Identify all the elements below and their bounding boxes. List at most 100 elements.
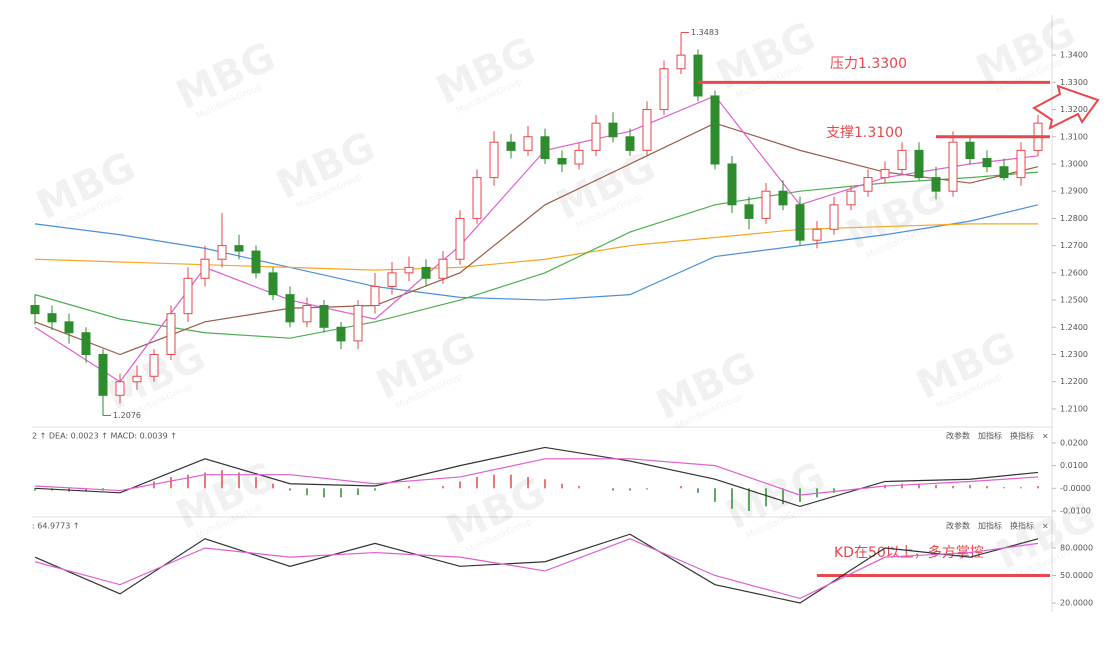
k-line — [34, 533, 1039, 604]
candle-body — [353, 305, 363, 342]
candle-body — [880, 168, 890, 179]
candle-body — [98, 354, 108, 396]
candle-body — [574, 149, 584, 165]
candle-body — [438, 258, 448, 279]
candle-body — [812, 228, 822, 241]
candle-body — [829, 204, 839, 230]
candle-body — [744, 204, 754, 219]
candle-body — [166, 313, 176, 356]
header-button: 换指标 — [1010, 521, 1034, 531]
candle-body — [999, 166, 1009, 179]
candle-body — [64, 321, 74, 334]
candle-body — [642, 109, 652, 151]
level-label: 压力1.3300 — [830, 56, 907, 72]
candle-body — [523, 136, 533, 151]
d-line — [34, 538, 1039, 600]
candle-body — [1016, 149, 1026, 179]
y-tick-label: 1.2300 — [1060, 350, 1088, 359]
dif-line — [34, 446, 1039, 508]
y-tick-label: 0.0100 — [1060, 461, 1088, 470]
candle-body — [659, 68, 669, 111]
header-button: 加指标 — [978, 521, 1002, 531]
y-tick-label: 1.2200 — [1060, 377, 1088, 386]
candle-body — [863, 177, 873, 192]
candle-body — [693, 54, 703, 97]
y-tick-label: 1.3100 — [1060, 132, 1088, 141]
close-button: × — [1042, 432, 1049, 441]
macd-header: 2 ↑ DEA: 0.0023 ↑ MACD: 0.0039 ↑ — [32, 432, 177, 441]
y-tick-label: 1.2400 — [1060, 323, 1088, 332]
candle-body — [268, 272, 278, 296]
candle-body — [183, 277, 193, 315]
candle-body — [608, 122, 618, 138]
y-tick-label: -0.0100 — [1060, 506, 1091, 515]
candle-body — [676, 54, 686, 70]
y-tick-label: 1.2500 — [1060, 296, 1088, 305]
candle-body — [948, 141, 958, 192]
candle-body — [404, 266, 414, 274]
candle-body — [778, 190, 788, 206]
level-label: 支撑1.3100 — [826, 125, 903, 141]
candle-body — [591, 122, 601, 151]
candle-body — [557, 158, 567, 165]
y-tick-label: 1.3200 — [1060, 105, 1088, 114]
candle-body — [897, 149, 907, 170]
candle-body — [489, 141, 499, 179]
candle-body — [540, 136, 550, 160]
y-tick-label: 1.2900 — [1060, 187, 1088, 196]
y-tick-label: 1.2600 — [1060, 268, 1088, 277]
candle-body — [914, 149, 924, 179]
dea-line — [34, 458, 1039, 496]
y-tick-label: -0.0000 — [1060, 484, 1091, 493]
candle-body — [795, 204, 805, 241]
candle-body — [846, 190, 856, 206]
candle-body — [370, 285, 380, 307]
candle-body — [234, 245, 244, 252]
close-button: × — [1042, 522, 1049, 531]
header-button: 加指标 — [978, 431, 1002, 441]
candle-body — [132, 375, 142, 383]
y-tick-label: 80.0000 — [1060, 543, 1093, 552]
candle-body — [217, 245, 227, 260]
y-tick-label: 0.0200 — [1060, 438, 1088, 447]
arrow-icon — [1032, 84, 1100, 130]
y-tick-label: 1.3400 — [1060, 51, 1088, 60]
candle-body — [421, 266, 431, 279]
y-tick-label: 1.2800 — [1060, 214, 1088, 223]
header-button: 改参数 — [946, 431, 970, 441]
candle-body — [149, 354, 159, 377]
header-button: 改参数 — [946, 521, 970, 531]
candle-body — [472, 177, 482, 219]
y-tick-label: 1.2100 — [1060, 404, 1088, 413]
candle-body — [625, 136, 635, 151]
candle-body — [455, 217, 465, 260]
candle-body — [81, 332, 91, 356]
candle-body — [251, 250, 261, 274]
candle-body — [710, 95, 720, 165]
y-tick-label: 50.0000 — [1060, 571, 1093, 580]
candle-body — [931, 177, 941, 192]
header-button: 换指标 — [1010, 431, 1034, 441]
candle-body — [965, 141, 975, 160]
extreme-label: 1.2076 — [113, 411, 141, 420]
candle-body — [30, 305, 40, 315]
candle-body — [506, 141, 516, 151]
y-tick-label: 1.3300 — [1060, 78, 1088, 87]
y-tick-label: 1.2700 — [1060, 241, 1088, 250]
candle-body — [302, 305, 312, 323]
candle-body — [982, 158, 992, 168]
candle-body — [47, 313, 57, 323]
candle-body — [727, 163, 737, 206]
candle-body — [336, 326, 346, 342]
candle-body — [200, 258, 210, 279]
y-tick-label: 20.0000 — [1060, 599, 1093, 608]
kd-header: : 64.9773 ↑ — [32, 522, 80, 531]
y-tick-label: 1.3000 — [1060, 159, 1088, 168]
candle-body — [319, 305, 329, 328]
extreme-label: 1.3483 — [691, 28, 719, 37]
candle-body — [387, 272, 397, 287]
candle-body — [115, 381, 125, 396]
candle-body — [761, 190, 771, 219]
